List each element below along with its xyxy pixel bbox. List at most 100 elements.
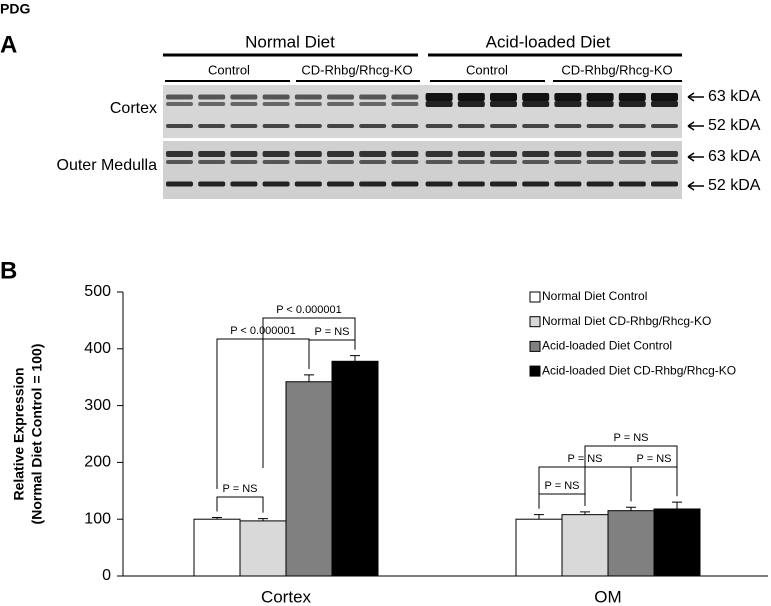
legend-label: Acid-loaded Diet CD-Rhbg/Rhcg-KO (542, 363, 736, 377)
group-lines (163, 53, 682, 82)
band (554, 181, 582, 187)
band (391, 181, 419, 187)
band (651, 101, 678, 107)
band (651, 93, 678, 101)
band (490, 160, 517, 164)
band (618, 101, 646, 107)
band (294, 160, 322, 164)
group-label: Acid-loaded Diet (486, 32, 611, 51)
bar (561, 514, 609, 577)
band (457, 181, 485, 187)
y-tick-label: 400 (84, 340, 111, 357)
band (490, 124, 517, 128)
band (651, 160, 678, 164)
y-tick-label: 200 (84, 454, 111, 471)
band (618, 151, 646, 157)
significance-bracket (262, 317, 356, 468)
band (262, 151, 290, 157)
band (166, 151, 193, 157)
band (230, 124, 258, 128)
band (425, 160, 453, 164)
band (166, 160, 193, 164)
band (425, 101, 453, 107)
band (457, 151, 485, 157)
band (586, 181, 614, 187)
error-bar (580, 511, 590, 515)
significance-bracket (538, 493, 586, 509)
band (490, 181, 517, 187)
marker-label: 63 kDA (708, 148, 761, 165)
subgroup-label: Control (466, 62, 508, 77)
subgroup-label: Control (208, 62, 250, 77)
band (425, 93, 453, 101)
panel-label: B (0, 257, 17, 284)
group-label: Normal Diet (245, 32, 335, 51)
bar (653, 508, 701, 577)
band (359, 181, 387, 187)
bar (285, 381, 333, 577)
band (425, 181, 453, 187)
significance-bracket (584, 445, 678, 506)
band (586, 124, 614, 128)
band (198, 102, 226, 106)
band (294, 181, 322, 187)
band (327, 94, 354, 100)
annotation: P < 0.000001 (276, 304, 342, 316)
band (198, 181, 226, 187)
band (230, 181, 258, 187)
band (457, 124, 485, 128)
bar (607, 510, 655, 577)
band (198, 151, 226, 157)
band (490, 151, 517, 157)
band (391, 102, 419, 106)
band (586, 101, 614, 107)
band (359, 160, 387, 164)
x-tick-label: Cortex (261, 587, 312, 606)
band (554, 101, 582, 107)
band (230, 94, 258, 100)
error-bar (534, 514, 544, 520)
band (294, 102, 322, 106)
band (262, 124, 290, 128)
y-tick-label: 500 (84, 283, 111, 300)
panel-label: A (0, 31, 17, 58)
band (618, 181, 646, 187)
legend-label: Acid-loaded Diet Control (542, 339, 672, 353)
y-axis-label: Relative Expression (11, 367, 27, 500)
error-bar (350, 355, 360, 362)
band (230, 160, 258, 164)
figure-title: PDG (0, 1, 30, 17)
band (359, 94, 387, 100)
band (618, 160, 646, 164)
error-bar (626, 506, 636, 511)
band (294, 94, 322, 100)
error-bar (672, 501, 682, 509)
band (262, 181, 290, 187)
significance-bracket (630, 466, 678, 502)
blot (163, 85, 682, 199)
band (522, 160, 550, 164)
band (425, 124, 453, 128)
band (457, 93, 485, 101)
annotation: P = NS (614, 432, 649, 444)
error-bar (212, 516, 222, 520)
band (490, 101, 517, 107)
marker-arrows (687, 92, 704, 191)
band (391, 94, 419, 100)
band (522, 101, 550, 107)
bar (239, 520, 287, 577)
band (554, 151, 582, 157)
band (359, 151, 387, 157)
band (457, 101, 485, 107)
band (327, 124, 354, 128)
y-tick-label: 100 (84, 510, 111, 527)
band (522, 181, 550, 187)
y-tick-label: 0 (102, 567, 111, 584)
band (586, 151, 614, 157)
error-bar (258, 518, 268, 521)
legend-swatch (529, 291, 541, 303)
band (554, 160, 582, 164)
band (651, 181, 678, 187)
band (586, 93, 614, 101)
legend-label: Normal Diet Control (542, 289, 647, 303)
